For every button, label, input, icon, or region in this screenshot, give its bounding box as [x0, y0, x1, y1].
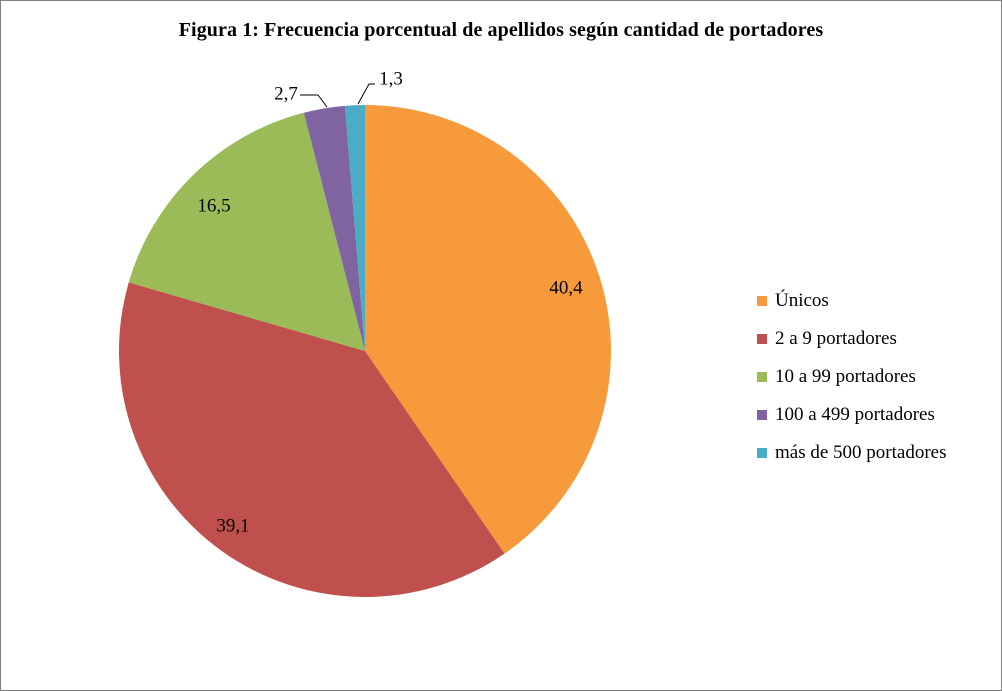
- legend-item-2-a-9-portadores: 2 a 9 portadores: [757, 320, 946, 358]
- pie-slice-unicos: [365, 105, 611, 554]
- legend-label: 10 a 99 portadores: [775, 366, 916, 387]
- data-label-10-a-99-portadores: 16,5: [197, 195, 230, 216]
- data-label-100-a-499-portadores: 2,7: [274, 83, 298, 104]
- legend-swatch: [757, 410, 767, 420]
- data-label-mas-de-500-portadores: 1,3: [379, 68, 403, 89]
- chart-title: Figura 1: Frecuencia porcentual de apell…: [178, 19, 824, 41]
- legend-swatch: [757, 448, 767, 458]
- data-label-2-a-9-portadores: 39,1: [216, 515, 249, 536]
- legend-item-unicos: Únicos: [757, 282, 946, 320]
- pie-slice-100-a-499-portadores: [303, 105, 365, 351]
- data-label-unicos: 40,4: [549, 277, 583, 298]
- legend-item-mas-de-500-portadores: más de 500 portadores: [757, 434, 946, 472]
- legend-swatch: [757, 372, 767, 382]
- legend-label: más de 500 portadores: [775, 442, 947, 463]
- pie-slice-2-a-9-portadores: [118, 282, 505, 597]
- leader-line-100-a-499-portadores: [300, 94, 328, 108]
- chart-legend: Únicos 2 a 9 portadores 10 a 99 portadores…: [757, 282, 946, 472]
- legend-label: 2 a 9 portadores: [775, 328, 897, 349]
- legend-swatch: [757, 296, 767, 306]
- legend-swatch: [757, 334, 767, 344]
- pie-slice-mas-de-500-portadores: [344, 105, 365, 351]
- leader-line-mas-de-500-portadores: [357, 83, 375, 105]
- legend-label: Únicos: [775, 290, 829, 311]
- legend-item-10-a-99-portadores: 10 a 99 portadores: [757, 358, 946, 396]
- legend-item-100-a-499-portadores: 100 a 499 portadores: [757, 396, 946, 434]
- pie-slice-10-a-99-portadores: [128, 112, 365, 351]
- legend-label: 100 a 499 portadores: [775, 404, 935, 425]
